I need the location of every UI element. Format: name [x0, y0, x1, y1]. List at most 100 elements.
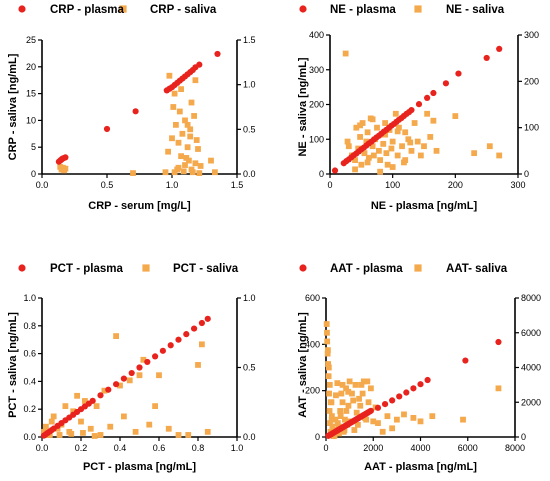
y-tick-label-left: 0.6 [23, 349, 36, 359]
plasma-point [62, 154, 69, 161]
saliva-point [82, 398, 88, 404]
y-tick-label-right: 0 [521, 432, 526, 442]
saliva-point [43, 423, 49, 430]
plasma-point [89, 397, 96, 404]
y-tick-label-right: 0.5 [243, 363, 256, 373]
y-tick-label-right: 1.0 [243, 293, 256, 303]
legend-label: PCT - plasma [50, 263, 123, 275]
plasma-point [159, 347, 166, 354]
plasma-point [389, 397, 396, 404]
saliva-point [324, 329, 330, 336]
saliva-point [336, 430, 342, 437]
y-tick-label-left: 0.4 [23, 376, 36, 386]
x-axis-label: AAT - plasma [ng/mL] [364, 461, 477, 473]
saliva-point [430, 117, 437, 124]
saliva-point [191, 113, 197, 119]
saliva-point [417, 152, 424, 159]
legend-marker-saliva [414, 5, 422, 13]
y-tick-label-left: 0 [319, 169, 324, 179]
saliva-point [156, 372, 162, 379]
x-tick-label: 300 [510, 180, 525, 190]
legend-marker-plasma [299, 264, 307, 272]
saliva-point [175, 432, 182, 438]
saliva-point [365, 154, 372, 161]
saliva-point [356, 395, 362, 402]
y-tick-label-left: 400 [305, 339, 320, 349]
saliva-point [369, 116, 376, 123]
x-tick-label: 1.0 [231, 443, 244, 453]
y-tick-label-right: 300 [524, 30, 539, 40]
saliva-point [394, 152, 401, 159]
y-tick-label-left: 15 [26, 89, 36, 99]
saliva-point [152, 403, 158, 410]
plasma-point [424, 376, 431, 384]
saliva-point [357, 122, 363, 129]
y-tick-label-left: 0 [315, 432, 320, 442]
x-tick-label: 100 [385, 180, 400, 190]
saliva-point [350, 397, 357, 404]
saliva-point [370, 152, 377, 159]
y-tick-label-right: 0 [524, 169, 529, 179]
saliva-point [339, 399, 346, 406]
saliva-point [495, 385, 502, 392]
saliva-point [325, 364, 332, 371]
saliva-point [193, 137, 200, 143]
y-tick-label-right: 200 [524, 76, 539, 86]
saliva-point [424, 110, 431, 117]
saliva-point [421, 143, 427, 150]
x-tick-label: 4000 [410, 443, 430, 453]
y-tick-label-left: 200 [305, 386, 320, 396]
saliva-point [132, 428, 139, 435]
saliva-point [374, 124, 380, 131]
saliva-point [346, 378, 353, 385]
saliva-point [362, 414, 368, 421]
saliva-point [121, 413, 127, 420]
x-tick-label: 200 [448, 180, 463, 190]
legend-label: CRP - saliva [150, 4, 217, 16]
plasma-point [483, 54, 490, 62]
y-tick-label-right: 4000 [521, 363, 541, 373]
plasma-point [410, 385, 417, 392]
saliva-point [136, 372, 143, 379]
saliva-point [389, 164, 396, 170]
saliva-point [337, 408, 344, 414]
plasma-point [167, 342, 174, 349]
plasma-point [152, 353, 159, 360]
saliva-point [328, 416, 335, 423]
saliva-point [97, 432, 104, 438]
saliva-point [333, 392, 339, 399]
x-axis-label: PCT - plasma [ng/mL] [83, 461, 196, 473]
x-tick-label: 1.5 [231, 180, 244, 190]
saliva-point [338, 390, 345, 397]
saliva-point [353, 124, 360, 131]
saliva-point [417, 418, 424, 425]
saliva-point [175, 139, 182, 146]
plasma-point [97, 392, 104, 399]
y-tick-label-left: 0 [31, 169, 36, 179]
y-tick-label-right: 100 [524, 123, 539, 133]
saliva-point [326, 390, 332, 397]
saliva-point [351, 427, 358, 433]
saliva-point [199, 341, 205, 348]
saliva-point [182, 117, 188, 124]
saliva-point [411, 120, 418, 126]
saliva-point [496, 152, 503, 159]
saliva-point [140, 356, 147, 363]
plasma-point [103, 125, 111, 133]
saliva-point [179, 130, 186, 137]
plasma-point [455, 70, 462, 77]
plasma-point [144, 358, 151, 366]
saliva-point [361, 150, 368, 157]
y-tick-label-right: 1.5 [243, 35, 256, 45]
plasma-point [408, 106, 415, 114]
saliva-point [323, 321, 330, 327]
saliva-point [394, 128, 401, 135]
saliva-point [166, 72, 173, 79]
plasma-point [214, 50, 221, 58]
plasma-point [442, 80, 450, 87]
saliva-point [452, 113, 459, 119]
y-axis-label: NE - saliva [ng/mL] [297, 57, 309, 156]
plasma-point [128, 369, 135, 377]
saliva-point [342, 416, 348, 423]
